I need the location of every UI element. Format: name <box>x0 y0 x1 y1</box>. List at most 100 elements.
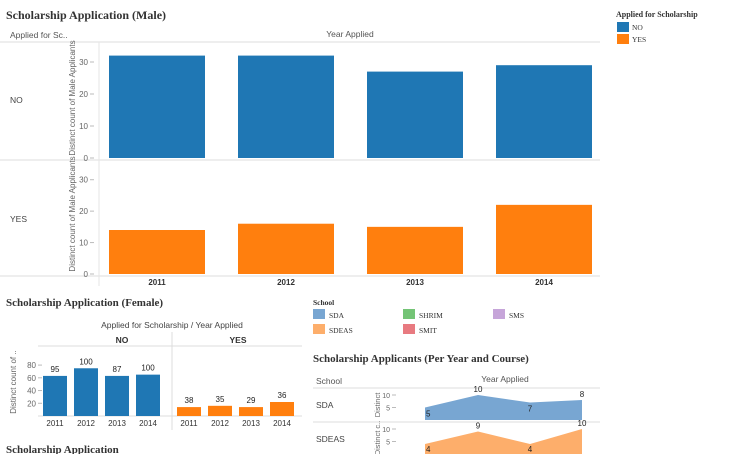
male-tick-label: 20 <box>79 207 88 216</box>
female-bar-yes-2013[interactable] <box>239 407 263 416</box>
applicants-data-label: 5 <box>426 410 431 419</box>
applicants-tick-label: 5 <box>386 406 390 413</box>
school-legend-swatch-smit <box>403 324 415 334</box>
male-x-label: 2014 <box>535 278 553 287</box>
school-legend-swatch-sda <box>313 309 325 319</box>
female-chart-title: Scholarship Application (Female) <box>6 297 163 309</box>
applicants-data-label: 8 <box>580 390 585 399</box>
female-x-label: 2011 <box>180 419 198 428</box>
male-x-label: 2012 <box>277 278 295 287</box>
female-data-label: 87 <box>113 365 122 374</box>
female-x-label: 2011 <box>46 419 64 428</box>
female-data-label: 36 <box>278 391 287 400</box>
applicants-data-label: 7 <box>528 405 533 414</box>
female-bar-yes-2012[interactable] <box>208 405 232 416</box>
applicants-tick-label: 10 <box>382 427 390 434</box>
male-col-header: Year Applied <box>326 29 374 39</box>
applicants-chart-title: Scholarship Applicants (Per Year and Cou… <box>313 353 529 365</box>
male-bar-no-2013[interactable] <box>367 71 463 158</box>
male-ylabel-yes: Distinct count of Male Applicants <box>68 156 77 271</box>
male-row-label-yes: YES <box>10 214 27 224</box>
female-data-label: 38 <box>185 396 194 405</box>
male-tick-label: 20 <box>79 90 88 99</box>
male-row-header: Applied for Sc.. <box>10 30 68 40</box>
applicants-row-header: School <box>316 376 342 386</box>
female-data-label: 100 <box>141 364 155 373</box>
legend-yes-label: YES <box>632 35 646 44</box>
female-bar-yes-2011[interactable] <box>177 407 201 416</box>
applicants-row-sdeas: SDEAS <box>316 434 345 444</box>
male-bar-yes-2012[interactable] <box>238 223 334 274</box>
school-legend-label-smit: SMIT <box>419 326 437 335</box>
female-bar-no-2013[interactable] <box>105 375 129 416</box>
female-data-label: 100 <box>79 357 93 366</box>
male-tick-label: 0 <box>84 270 89 279</box>
male-bar-no-2011[interactable] <box>109 55 205 158</box>
female-bar-yes-2014[interactable] <box>270 402 294 416</box>
applicants-data-label: 4 <box>426 445 431 454</box>
applicants-row-sda: SDA <box>316 400 334 410</box>
female-bar-no-2011[interactable] <box>43 375 67 416</box>
female-bar-no-2012[interactable] <box>74 368 98 416</box>
male-tick-label: 0 <box>84 154 89 163</box>
female-x-label: 2012 <box>211 419 229 428</box>
male-row-label-no: NO <box>10 95 23 105</box>
school-legend-label-sdeas: SDEAS <box>329 326 353 335</box>
school-legend: SDA SHRIM SMS SDEAS SMIT <box>313 309 524 335</box>
applicants-col-header: Year Applied <box>481 374 529 384</box>
female-x-label: 2014 <box>139 419 157 428</box>
female-data-label: 29 <box>247 396 256 405</box>
applicants-ylabel-sda: Distinct <box>373 392 382 418</box>
male-bar-yes-2013[interactable] <box>367 226 463 274</box>
legend-no-swatch <box>617 22 629 32</box>
school-legend-swatch-sms <box>493 309 505 319</box>
male-x-label: 2011 <box>148 278 166 287</box>
female-data-label: 35 <box>216 395 225 404</box>
female-tick-label: 80 <box>27 361 36 370</box>
female-bar-no-2014[interactable] <box>136 374 160 416</box>
male-bar-chart: 0 10 20 30 0 10 20 30 2011 2012 2013 2014 <box>79 55 592 287</box>
male-bar-yes-2014[interactable] <box>496 204 592 274</box>
applicants-ylabel-sdeas: Distinct c.. <box>373 421 382 454</box>
applicants-data-label: 4 <box>528 445 533 454</box>
female-data-label: 95 <box>51 365 60 374</box>
legend-no-label: NO <box>632 23 643 32</box>
male-bar-yes-2011[interactable] <box>109 230 205 274</box>
applicants-area-sda[interactable] <box>425 395 582 420</box>
female-x-label: 2012 <box>77 419 95 428</box>
female-tick-label: 20 <box>27 399 36 408</box>
applicants-area-chart: 5 10 5 10 7 8 5 10 4 9 4 10 <box>382 385 587 454</box>
female-pane-yes: YES <box>229 335 246 345</box>
school-legend-label-sda: SDA <box>329 311 345 320</box>
applicants-data-label: 10 <box>474 385 483 394</box>
school-legend-swatch-shrim <box>403 309 415 319</box>
male-tick-label: 30 <box>79 58 88 67</box>
female-x-label: 2014 <box>273 419 291 428</box>
female-header: Applied for Scholarship / Year Applied <box>101 320 243 330</box>
school-legend-label-shrim: SHRIM <box>419 311 443 320</box>
male-bar-no-2012[interactable] <box>238 55 334 158</box>
male-tick-label: 10 <box>79 122 88 131</box>
female-x-label: 2013 <box>242 419 260 428</box>
male-bar-no-2014[interactable] <box>496 65 592 158</box>
applicants-area-sdeas[interactable] <box>425 429 582 454</box>
school-legend-title: School <box>313 298 334 307</box>
male-ylabel-no: Distinct count of Male Applicants <box>68 40 77 155</box>
applicants-tick-label: 10 <box>382 393 390 400</box>
applicants-tick-label: 5 <box>386 440 390 447</box>
female-tick-label: 40 <box>27 387 36 396</box>
scholarship-legend-title: Applied for Scholarship <box>616 10 698 19</box>
applicants-data-label: 9 <box>476 422 481 431</box>
female-bar-chart: 20 40 60 80 95 2011 100 2012 87 2013 100 2014 38 2011… <box>27 357 294 428</box>
applicants-data-label: 10 <box>578 419 587 428</box>
male-chart-title: Scholarship Application (Male) <box>6 8 166 22</box>
male-x-label: 2013 <box>406 278 424 287</box>
legend-yes-swatch <box>617 34 629 44</box>
male-tick-label: 10 <box>79 239 88 248</box>
bottom-chart-title: Scholarship Application <box>6 444 119 454</box>
male-tick-label: 30 <box>79 176 88 185</box>
female-pane-no: NO <box>116 335 129 345</box>
school-legend-swatch-sdeas <box>313 324 325 334</box>
school-legend-label-sms: SMS <box>509 311 524 320</box>
